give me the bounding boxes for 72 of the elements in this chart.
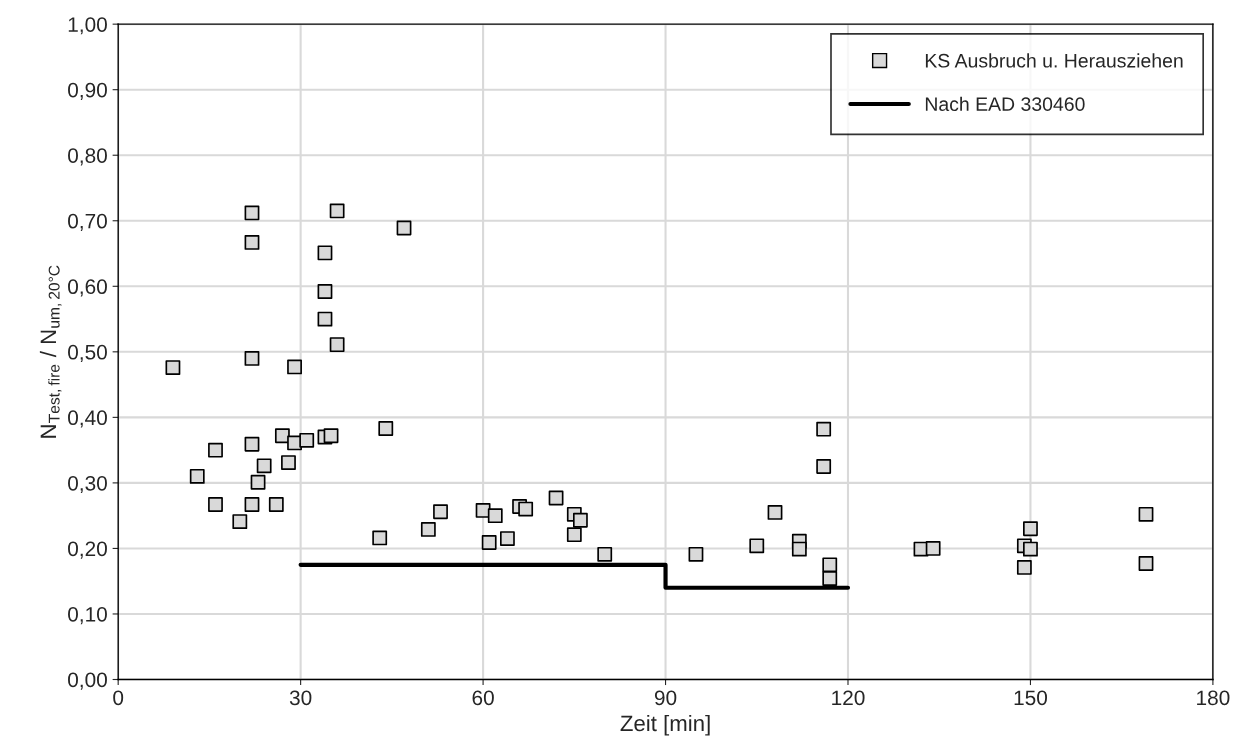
point <box>1138 556 1154 571</box>
x-tick-label: 30 <box>289 690 312 706</box>
point <box>244 436 260 452</box>
y-tick-label: 0,50 <box>68 344 107 363</box>
x-tick-label: 90 <box>654 690 677 706</box>
point <box>378 421 394 436</box>
point <box>499 531 515 547</box>
point <box>688 546 704 562</box>
point <box>268 497 284 512</box>
point <box>1016 560 1032 575</box>
x-tick-label: 120 <box>832 690 865 706</box>
point <box>287 359 302 375</box>
y-tick-label: 0,80 <box>68 148 107 166</box>
point <box>232 514 248 529</box>
point <box>165 360 181 375</box>
y-tick-label: 0,70 <box>68 213 107 231</box>
point <box>250 474 266 490</box>
point <box>822 557 838 573</box>
point <box>372 530 388 546</box>
point <box>329 203 345 219</box>
point <box>244 205 260 221</box>
legend-label: Nach EAD 330460 <box>925 96 1085 112</box>
y-tick-label: 0,30 <box>68 475 107 494</box>
point <box>244 497 260 512</box>
point <box>299 432 315 448</box>
x-tick-label: 0 <box>113 690 124 706</box>
legend-label: KS Ausbruch u. Herausziehen <box>925 53 1183 68</box>
point <box>281 455 296 471</box>
point <box>274 428 290 444</box>
point <box>323 428 339 444</box>
point <box>1023 541 1038 557</box>
x-tick-label: 60 <box>472 690 494 706</box>
x-tick-label: 180 <box>1197 690 1230 706</box>
point <box>1023 521 1038 537</box>
point <box>189 468 205 484</box>
point <box>566 527 582 543</box>
y-tick-label: 1,00 <box>68 17 107 35</box>
y-tick-label: 0,60 <box>68 279 107 297</box>
y-tick-label: 0,10 <box>68 606 107 625</box>
point <box>925 541 941 556</box>
point <box>317 245 333 261</box>
point <box>433 504 448 520</box>
point <box>572 512 588 528</box>
point <box>396 220 412 236</box>
point <box>317 284 333 299</box>
point <box>791 541 807 557</box>
point <box>518 501 534 517</box>
point <box>208 497 223 512</box>
point <box>487 508 503 524</box>
x-tick-label: 150 <box>1014 690 1048 706</box>
point <box>548 490 564 506</box>
y-tick-label: 0,90 <box>68 82 107 100</box>
y-axis-title: N$_{Test,fire}$ / N$_{um,20°C}$ <box>39 265 62 438</box>
point <box>329 337 345 353</box>
y-tick-label: 0,00 <box>68 672 107 690</box>
point <box>208 442 223 458</box>
y-tick-label: 0,40 <box>68 410 107 428</box>
point <box>1138 506 1154 522</box>
point <box>822 571 838 587</box>
point <box>244 350 260 366</box>
point <box>481 535 497 550</box>
point <box>597 546 613 562</box>
point <box>749 538 765 554</box>
point <box>816 421 832 437</box>
point <box>816 459 832 474</box>
x-axis-title: Zeit [min] <box>620 714 710 736</box>
y-tick-label: 0,20 <box>68 541 107 559</box>
point <box>420 522 436 537</box>
point <box>256 458 272 474</box>
point <box>767 504 783 520</box>
point <box>244 234 260 250</box>
point <box>317 311 333 327</box>
